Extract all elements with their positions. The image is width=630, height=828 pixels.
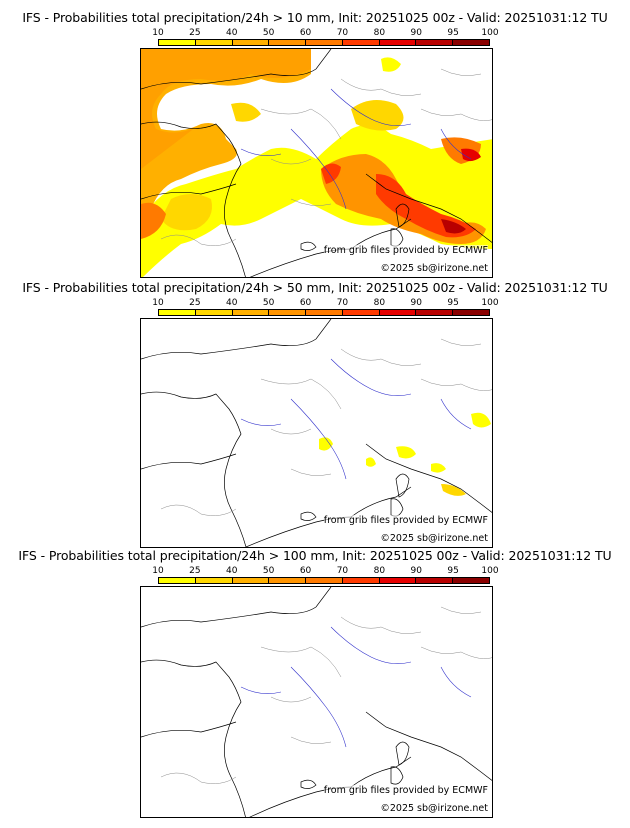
credit-copyright: ©2025 sb@irizone.net: [380, 263, 488, 274]
panel-title: IFS - Probabilities total precipitation/…: [22, 10, 608, 25]
map-canvas: [141, 587, 492, 817]
panel-title: IFS - Probabilities total precipitation/…: [22, 280, 608, 295]
credit-source: from grib files provided by ECMWF: [323, 245, 488, 256]
colorbar-tick-label: 70: [336, 28, 349, 38]
colorbar-swatch: [342, 310, 380, 315]
colorbar-tick-label: 25: [189, 28, 201, 38]
colorbar-tick-label: 70: [336, 566, 349, 576]
colorbar-tick-label: 25: [189, 298, 201, 308]
map-panel-10mm: IFS - Probabilities total precipitation/…: [0, 10, 630, 280]
colorbar-tick-label: 25: [189, 566, 201, 576]
colorbar: 10 25 40 50 60 70 80 90 95 100: [152, 566, 499, 586]
map-panel-50mm: IFS - Probabilities total precipitation/…: [0, 280, 630, 548]
colorbar-swatch: [232, 578, 270, 583]
colorbar-tick-label: 10: [152, 566, 164, 576]
colorbar-tick-label: 80: [373, 566, 386, 576]
colorbar-swatch: [269, 40, 307, 45]
colorbar-swatch: [306, 40, 343, 45]
credit-source: from grib files provided by ECMWF: [323, 785, 488, 796]
colorbar-tick-label: 100: [481, 28, 499, 38]
colorbar-tick-label: 70: [336, 298, 349, 308]
colorbar-swatch: [232, 310, 270, 315]
coastlines: [141, 319, 492, 547]
colorbar-tick-label: 10: [152, 28, 164, 38]
rivers: [240, 626, 472, 748]
colorbar-swatch: [379, 578, 417, 583]
colorbar-swatch: [159, 310, 196, 315]
credit-copyright: ©2025 sb@irizone.net: [380, 803, 488, 814]
map-panel-100mm: IFS - Probabilities total precipitation/…: [0, 548, 630, 820]
colorbar-swatches: [158, 39, 490, 46]
colorbar-tick-label: 40: [226, 28, 238, 38]
colorbar-swatch: [342, 578, 380, 583]
colorbar-swatch: [416, 310, 454, 315]
admin-borders: [160, 68, 492, 246]
credit-copyright: ©2025 sb@irizone.net: [380, 533, 488, 544]
coastlines: [141, 49, 492, 277]
colorbar-swatch: [453, 578, 490, 583]
colorbar-tick-label: 50: [262, 566, 275, 576]
colorbar-tick-label: 60: [299, 298, 312, 308]
colorbar-tick-label: 95: [447, 28, 459, 38]
probability-map: from grib files provided by ECMWF ©2025 …: [140, 318, 493, 548]
colorbar-tick-label: 100: [481, 298, 499, 308]
colorbar-swatch: [195, 310, 233, 315]
colorbar-tick-label: 40: [226, 298, 238, 308]
colorbar-swatch: [195, 40, 233, 45]
colorbar-swatch: [306, 578, 343, 583]
colorbar-swatch: [159, 40, 196, 45]
colorbar-swatch: [306, 310, 343, 315]
map-canvas: [141, 49, 492, 277]
colorbar-tick-label: 80: [373, 28, 386, 38]
colorbar-swatch: [342, 40, 380, 45]
colorbar-swatch: [379, 310, 417, 315]
colorbar-tick-label: 40: [226, 566, 238, 576]
colorbar-tick-label: 80: [373, 298, 386, 308]
colorbar-swatch: [416, 578, 454, 583]
colorbar: 10 25 40 50 60 70 80 90 95 100: [152, 298, 499, 318]
colorbar-swatch: [159, 578, 196, 583]
colorbar-tick-label: 95: [447, 298, 459, 308]
credit-source: from grib files provided by ECMWF: [323, 515, 488, 526]
colorbar-tick-label: 50: [262, 28, 275, 38]
colorbar-swatch: [269, 578, 307, 583]
colorbar-tick-label: 50: [262, 298, 275, 308]
panel-title: IFS - Probabilities total precipitation/…: [18, 548, 612, 563]
colorbar-swatches: [158, 309, 490, 316]
colorbar: 10 25 40 50 60 70 80 90 95 100: [152, 28, 499, 48]
precip-field: [141, 49, 492, 277]
colorbar-swatch: [232, 40, 270, 45]
colorbar-swatch: [453, 310, 490, 315]
colorbar-swatch: [453, 40, 490, 45]
rivers: [240, 88, 472, 210]
admin-borders: [160, 606, 492, 784]
precip-field: [319, 412, 491, 496]
colorbar-tick-label: 90: [410, 566, 422, 576]
coastlines: [141, 587, 492, 817]
colorbar-swatch: [195, 578, 233, 583]
colorbar-tick-label: 100: [481, 566, 499, 576]
colorbar-tick-label: 95: [447, 566, 459, 576]
colorbar-swatch: [379, 40, 417, 45]
colorbar-swatch: [269, 310, 307, 315]
admin-borders: [160, 338, 492, 516]
colorbar-tick-label: 90: [410, 298, 422, 308]
probability-map: from grib files provided by ECMWF ©2025 …: [140, 48, 493, 278]
colorbar-tick-label: 60: [299, 28, 312, 38]
probability-map: from grib files provided by ECMWF ©2025 …: [140, 586, 493, 818]
colorbar-tick-label: 10: [152, 298, 164, 308]
rivers: [240, 358, 472, 480]
map-canvas: [141, 319, 492, 547]
colorbar-tick-label: 90: [410, 28, 422, 38]
colorbar-tick-label: 60: [299, 566, 312, 576]
colorbar-swatches: [158, 577, 490, 584]
colorbar-swatch: [416, 40, 454, 45]
